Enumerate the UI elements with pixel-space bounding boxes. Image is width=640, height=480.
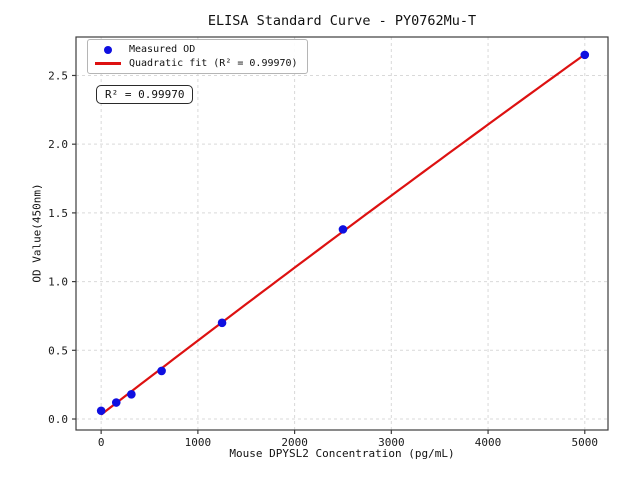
x-tick-label: 2000: [281, 436, 308, 449]
y-tick-label: 0.5: [48, 344, 68, 357]
chart-title: ELISA Standard Curve - PY0762Mu-T: [207, 13, 477, 29]
r-squared-annotation: R² = 0.99970: [96, 85, 194, 104]
y-tick-label: 1.0: [48, 276, 68, 289]
legend-label-quadratic-fit: Quadratic fit (R² = 0.99970): [129, 58, 298, 69]
x-tick-label: 0: [98, 436, 105, 449]
legend-line-icon: [95, 62, 121, 65]
measured-od-point: [127, 389, 136, 399]
x-tick-label: 4000: [475, 436, 502, 449]
x-tick-label: 1000: [185, 436, 212, 449]
y-tick-label: 1.5: [48, 207, 68, 220]
y-tick-label: 0.0: [48, 413, 68, 426]
quadratic-fit-line: [100, 53, 586, 416]
measured-od-point: [338, 225, 348, 234]
x-tick-label: 3000: [378, 436, 405, 449]
measured-od-point: [96, 406, 106, 416]
measured-od-point: [111, 398, 121, 407]
measured-od-point: [157, 366, 166, 376]
measured-od-point: [217, 318, 227, 328]
y-axis-label: OD Value(450nm): [30, 183, 44, 283]
axes-spines: [75, 36, 609, 431]
legend: Measured OD Quadratic fit (R² = 0.99970): [87, 39, 308, 74]
legend-item-measured-od: Measured OD: [95, 44, 298, 55]
y-tick-label: 2.0: [48, 138, 68, 151]
y-tick-label: 2.5: [48, 69, 68, 82]
x-axis-label: Mouse DPYSL2 Concentration (pg/mL): [229, 447, 455, 460]
measured-od-point: [580, 50, 590, 60]
legend-item-quadratic-fit: Quadratic fit (R² = 0.99970): [95, 58, 298, 69]
legend-label-measured-od: Measured OD: [129, 44, 196, 55]
legend-dot-icon: [95, 45, 121, 54]
x-tick-label: 5000: [572, 436, 599, 449]
